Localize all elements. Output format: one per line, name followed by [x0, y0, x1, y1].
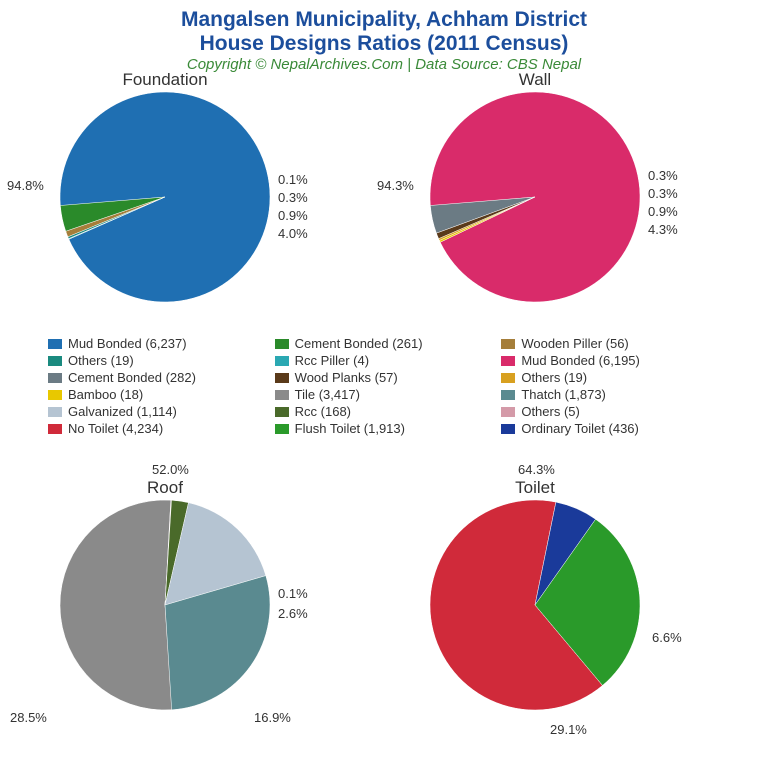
- page-title: Mangalsen Municipality, Achham District …: [0, 0, 768, 56]
- legend-item: Tile (3,417): [275, 387, 494, 402]
- legend-label: Flush Toilet (1,913): [295, 421, 405, 436]
- legend-label: Others (19): [521, 370, 587, 385]
- roof-title: Roof: [60, 478, 270, 498]
- legend-label: Tile (3,417): [295, 387, 360, 402]
- legend-item: Mud Bonded (6,237): [48, 336, 267, 351]
- title-line2: House Designs Ratios (2011 Census): [200, 32, 569, 55]
- pct-label: 0.9%: [278, 208, 308, 223]
- legend-label: Thatch (1,873): [521, 387, 606, 402]
- legend-swatch: [501, 407, 515, 417]
- legend-swatch: [501, 356, 515, 366]
- legend-swatch: [48, 424, 62, 434]
- legend: Mud Bonded (6,237) Cement Bonded (261) Woo…: [48, 336, 720, 436]
- pie-svg: [430, 500, 640, 710]
- legend-label: Cement Bonded (282): [68, 370, 196, 385]
- pct-label: 52.0%: [152, 462, 189, 477]
- foundation-chart: Foundation94.8%0.1%0.3%0.9%4.0%: [60, 92, 270, 302]
- legend-item: Others (19): [48, 353, 267, 368]
- pct-label: 0.1%: [278, 172, 308, 187]
- pie-svg: [60, 500, 270, 710]
- pct-label: 29.1%: [550, 722, 587, 737]
- legend-swatch: [275, 356, 289, 366]
- title-line1: Mangalsen Municipality, Achham District: [181, 8, 587, 31]
- pie-svg: [430, 92, 640, 302]
- legend-item: Galvanized (1,114): [48, 404, 267, 419]
- pct-label: 6.6%: [652, 630, 682, 645]
- pct-label: 0.3%: [278, 190, 308, 205]
- legend-label: Ordinary Toilet (436): [521, 421, 639, 436]
- legend-item: Bamboo (18): [48, 387, 267, 402]
- pie-svg: [60, 92, 270, 302]
- legend-swatch: [501, 390, 515, 400]
- legend-swatch: [275, 339, 289, 349]
- legend-label: Wood Planks (57): [295, 370, 398, 385]
- legend-item: Ordinary Toilet (436): [501, 421, 720, 436]
- legend-swatch: [275, 424, 289, 434]
- foundation-title: Foundation: [60, 70, 270, 90]
- legend-item: Wooden Piller (56): [501, 336, 720, 351]
- pct-label: 0.3%: [648, 168, 678, 183]
- legend-label: Rcc Piller (4): [295, 353, 369, 368]
- legend-swatch: [48, 356, 62, 366]
- pct-label: 0.3%: [648, 186, 678, 201]
- legend-label: Mud Bonded (6,237): [68, 336, 187, 351]
- legend-swatch: [48, 373, 62, 383]
- pct-label: 4.3%: [648, 222, 678, 237]
- legend-item: Cement Bonded (282): [48, 370, 267, 385]
- legend-swatch: [275, 407, 289, 417]
- pct-label: 16.9%: [254, 710, 291, 725]
- legend-label: Cement Bonded (261): [295, 336, 423, 351]
- legend-label: Galvanized (1,114): [68, 404, 177, 419]
- legend-swatch: [501, 373, 515, 383]
- toilet-title: Toilet: [430, 478, 640, 498]
- legend-item: Rcc Piller (4): [275, 353, 494, 368]
- roof-chart: Roof52.0%0.1%2.6%16.9%28.5%: [60, 500, 270, 710]
- pct-label: 2.6%: [278, 606, 308, 621]
- legend-item: Others (5): [501, 404, 720, 419]
- legend-label: Others (5): [521, 404, 580, 419]
- pie-slice: [60, 500, 172, 710]
- legend-item: Wood Planks (57): [275, 370, 494, 385]
- legend-label: Wooden Piller (56): [521, 336, 628, 351]
- legend-item: No Toilet (4,234): [48, 421, 267, 436]
- legend-label: Rcc (168): [295, 404, 351, 419]
- pct-label: 94.8%: [7, 178, 44, 193]
- pct-label: 0.1%: [278, 586, 308, 601]
- legend-swatch: [501, 424, 515, 434]
- legend-item: Thatch (1,873): [501, 387, 720, 402]
- legend-label: Mud Bonded (6,195): [521, 353, 640, 368]
- legend-swatch: [501, 339, 515, 349]
- legend-item: Mud Bonded (6,195): [501, 353, 720, 368]
- legend-swatch: [48, 407, 62, 417]
- pct-label: 4.0%: [278, 226, 308, 241]
- legend-item: Cement Bonded (261): [275, 336, 494, 351]
- wall-title: Wall: [430, 70, 640, 90]
- legend-label: Bamboo (18): [68, 387, 143, 402]
- legend-label: Others (19): [68, 353, 134, 368]
- legend-swatch: [48, 339, 62, 349]
- legend-swatch: [275, 390, 289, 400]
- legend-swatch: [48, 390, 62, 400]
- pct-label: 28.5%: [10, 710, 47, 725]
- toilet-chart: Toilet64.3%6.6%29.1%: [430, 500, 640, 710]
- legend-label: No Toilet (4,234): [68, 421, 163, 436]
- pct-label: 64.3%: [518, 462, 555, 477]
- legend-item: Rcc (168): [275, 404, 494, 419]
- legend-swatch: [275, 373, 289, 383]
- pct-label: 0.9%: [648, 204, 678, 219]
- wall-chart: Wall94.3%0.3%0.3%0.9%4.3%: [430, 92, 640, 302]
- legend-item: Others (19): [501, 370, 720, 385]
- legend-item: Flush Toilet (1,913): [275, 421, 494, 436]
- pct-label: 94.3%: [377, 178, 414, 193]
